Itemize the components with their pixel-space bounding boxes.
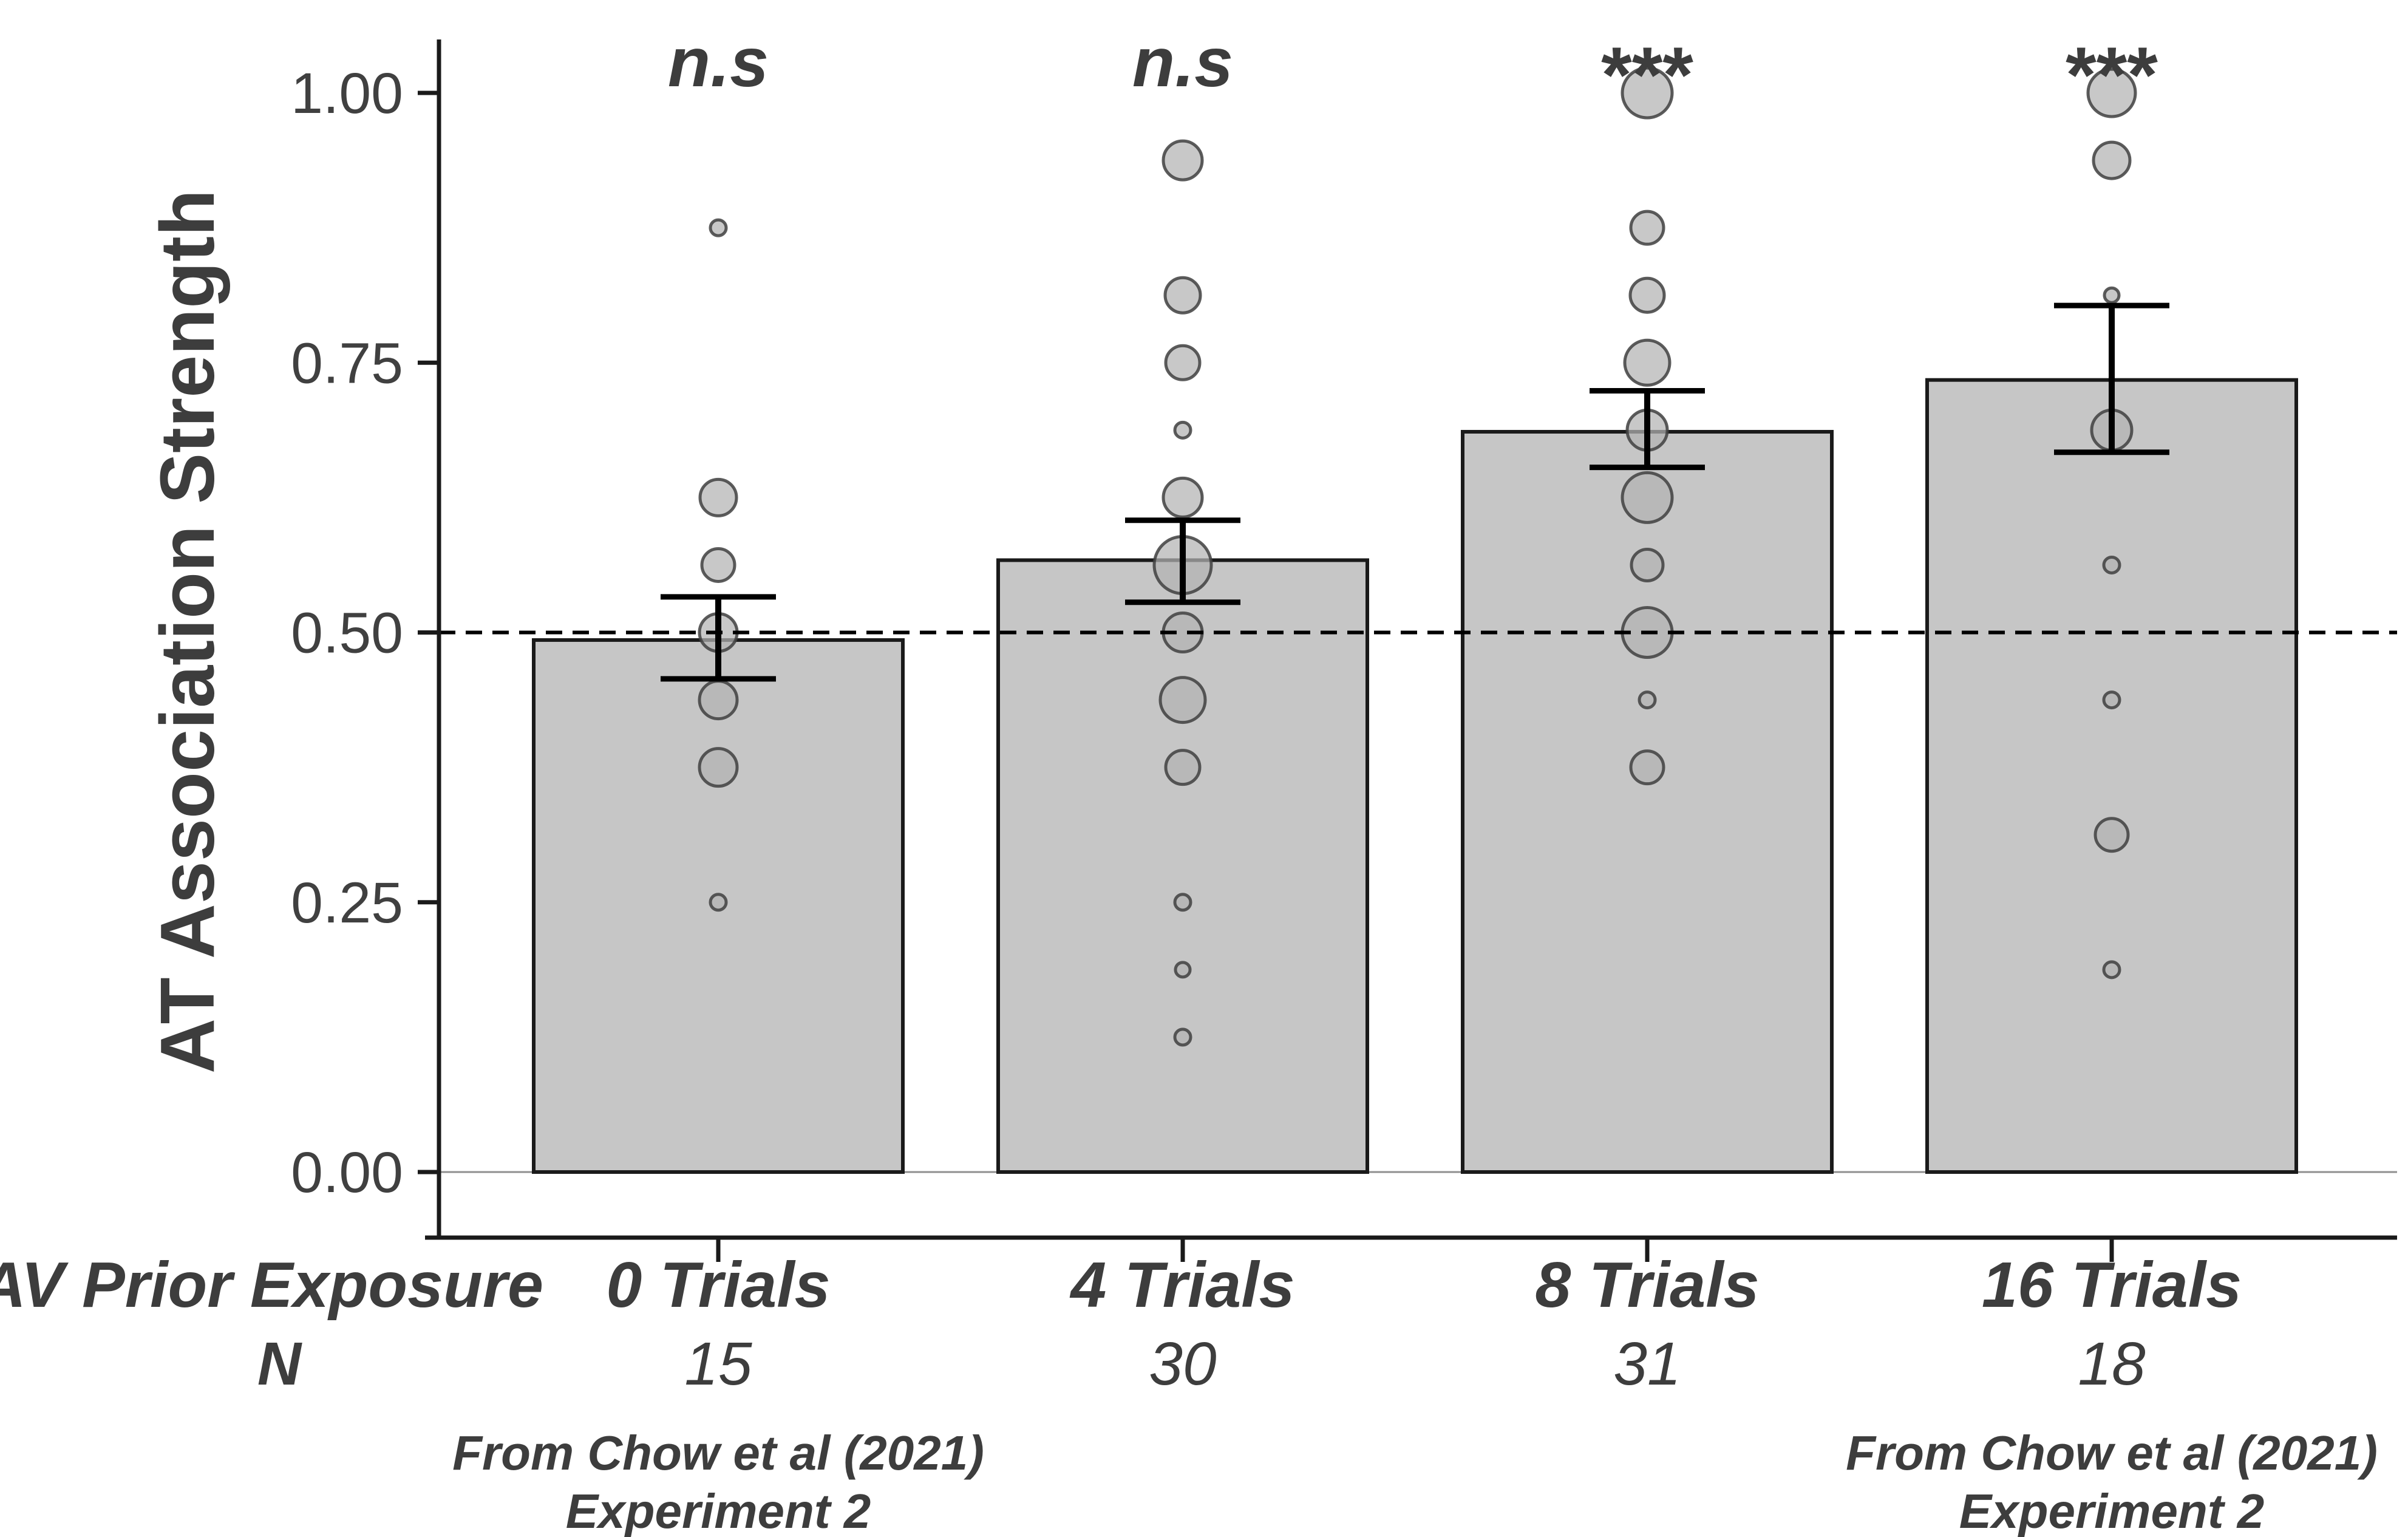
data-dot (2102, 690, 2121, 710)
data-dot (1163, 276, 1202, 315)
bar-16-trials (1925, 378, 2298, 1174)
data-dot (1638, 690, 1657, 710)
n-value-label: 30 (1149, 1330, 1216, 1398)
dot-column-3 (1621, 66, 1674, 786)
n-value-label: 18 (2078, 1330, 2146, 1398)
n-value-labels: 15 30 31 18 (684, 1330, 2146, 1398)
data-dot (1164, 344, 1202, 381)
annotation-line2: Experiment 2 (566, 1484, 871, 1537)
x-category-label: 4 Trials (1069, 1249, 1294, 1321)
data-dot (2102, 960, 2121, 980)
error-bar-3 (1590, 387, 1705, 471)
x-category-labels: 0 Trials 4 Trials 8 Trials 16 Trials (606, 1249, 2242, 1321)
data-dot (1174, 961, 1192, 979)
data-dot (2093, 817, 2130, 853)
data-dot (1161, 139, 1204, 182)
row-header-n: N (257, 1330, 302, 1398)
data-dot (1173, 1028, 1192, 1047)
data-dot (2103, 286, 2121, 304)
y-axis-title: AT Association Strength (145, 189, 230, 1074)
error-bars (661, 302, 2169, 682)
significance-label-1: n.s (668, 24, 769, 101)
data-dot (1628, 276, 1666, 314)
n-value-label: 15 (684, 1330, 752, 1398)
annotation-line2: Experiment 2 (1959, 1484, 2264, 1537)
data-dot (2086, 67, 2137, 118)
data-dot (698, 680, 739, 721)
data-dot (698, 747, 739, 788)
x-category-label: 16 Trials (1982, 1249, 2242, 1321)
error-bar-2 (1125, 517, 1240, 605)
y-tick-label: 0.00 (291, 1140, 403, 1205)
y-tick-label: 0.75 (291, 331, 403, 395)
x-axis (425, 1235, 2397, 1262)
annotation-line1: From Chow et al (2021) (452, 1426, 984, 1480)
data-dot (1629, 749, 1665, 786)
participant-dots (698, 66, 2137, 1047)
error-bar-1 (661, 594, 776, 682)
x-category-label: 0 Trials (606, 1249, 830, 1321)
data-dot (1621, 471, 1674, 524)
row-header-av-prior-exposure: AV Prior Exposure (0, 1249, 543, 1321)
significance-label-2: n.s (1132, 24, 1233, 101)
annotation-line1: From Chow et al (2021) (1846, 1426, 2378, 1480)
data-dot (1173, 420, 1192, 440)
error-bar-4 (2054, 302, 2169, 455)
y-tick-label: 0.50 (291, 601, 403, 666)
significance-label-3: *** (1601, 30, 1693, 119)
data-dot (709, 893, 728, 912)
significance-labels: n.s n.s *** *** (668, 24, 2158, 119)
data-dot (1161, 476, 1204, 519)
data-dot (698, 477, 738, 517)
annotation-left: From Chow et al (2021)Experiment 2 (452, 1426, 984, 1537)
y-axis: 1.00 0.75 0.50 0.25 0.00 (291, 39, 441, 1238)
data-dot (1629, 210, 1665, 246)
data-dot (709, 218, 728, 237)
data-dot (1630, 547, 1665, 582)
dot-column-4 (2086, 67, 2137, 980)
data-dot (2092, 140, 2132, 180)
n-value-label: 31 (1613, 1330, 1681, 1398)
y-tick-label: 0.25 (291, 871, 403, 935)
data-dot (1164, 749, 1202, 786)
data-dot (1158, 676, 1207, 724)
x-category-label: 8 Trials (1535, 1249, 1759, 1321)
significance-label-4: *** (2066, 30, 2158, 119)
data-dot (2102, 555, 2121, 574)
bar-8-trials (1461, 429, 1834, 1174)
data-dot (1173, 893, 1192, 912)
data-dot (1621, 66, 1674, 120)
annotation-right: From Chow et al (2021)Experiment 2 (1846, 1426, 2378, 1537)
data-dot (1623, 338, 1672, 387)
bar-4-trials (996, 558, 1369, 1174)
y-tick-label: 1.00 (291, 61, 403, 126)
data-dot (700, 547, 736, 583)
